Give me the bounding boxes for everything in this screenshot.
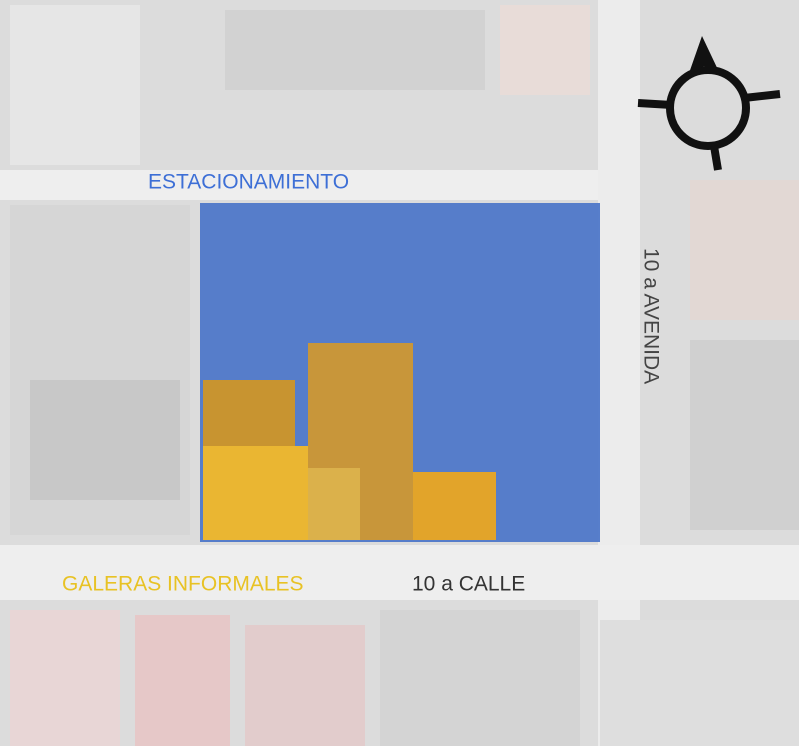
informal-stalls <box>203 343 496 540</box>
informal-label: GALERAS INFORMALES <box>62 573 304 596</box>
parking-label: ESTACIONAMIENTO <box>148 171 349 194</box>
compass <box>637 36 781 171</box>
street-label: 10 a CALLE <box>412 573 525 596</box>
avenue-label: 10 a AVENIDA <box>639 248 662 384</box>
